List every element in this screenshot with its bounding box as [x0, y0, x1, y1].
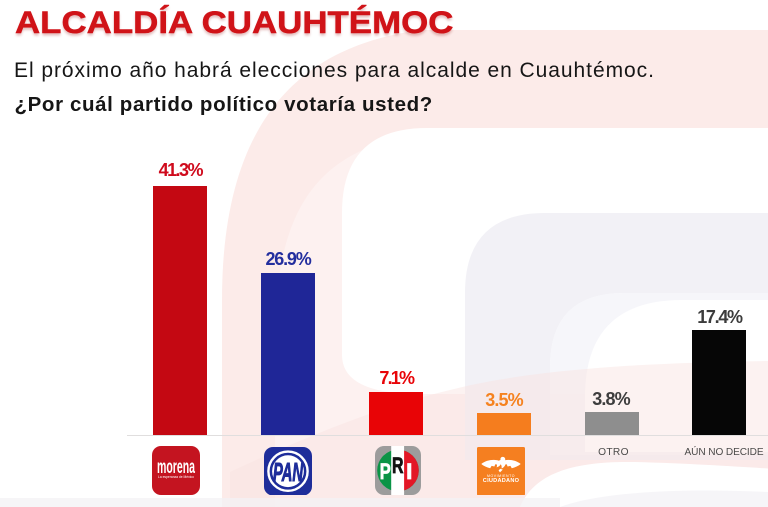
- svg-text:La esperanza de México: La esperanza de México: [158, 475, 194, 479]
- svg-text:MOVIMIENTO: MOVIMIENTO: [487, 473, 515, 477]
- svg-text:I: I: [406, 459, 412, 484]
- svg-text:PAN: PAN: [273, 457, 304, 487]
- svg-text:CIUDADANO: CIUDADANO: [483, 478, 520, 484]
- svg-text:P: P: [379, 459, 390, 484]
- svg-text:R: R: [391, 453, 403, 478]
- svg-text:morena: morena: [157, 457, 195, 478]
